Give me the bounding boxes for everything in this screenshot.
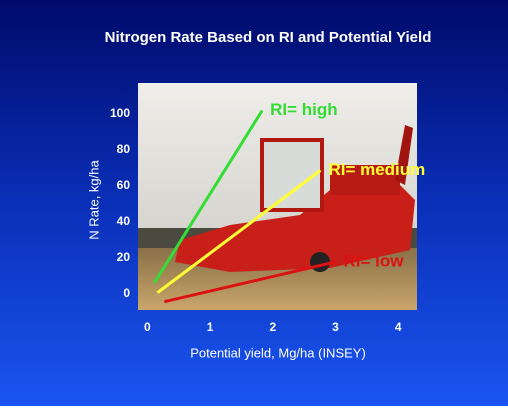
series-label: RI= high [270,100,338,119]
y-tick-label: 0 [123,286,130,300]
y-tick-label: 100 [110,106,130,120]
x-tick-label: 2 [269,320,276,334]
series-line [163,260,336,304]
photo [138,83,417,310]
y-tick-label: 40 [117,214,131,228]
y-tick-label: 80 [117,142,131,156]
x-tick-label: 4 [395,320,402,334]
y-tick-label: 60 [117,178,131,192]
x-tick-label: 1 [207,320,214,334]
x-tick-label: 3 [332,320,339,334]
y-tick-label: 20 [117,250,131,264]
series-label: RI= low [343,251,404,270]
x-tick-label: 0 [144,320,151,334]
y-axis-title: N Rate, kg/ha [86,159,101,239]
series-label: RI= medium [328,160,425,179]
chart-title: Nitrogen Rate Based on RI and Potential … [105,29,432,46]
x-axis-title: Potential yield, Mg/ha (INSEY) [190,345,366,360]
series-line [156,169,322,294]
series-line [153,109,264,284]
